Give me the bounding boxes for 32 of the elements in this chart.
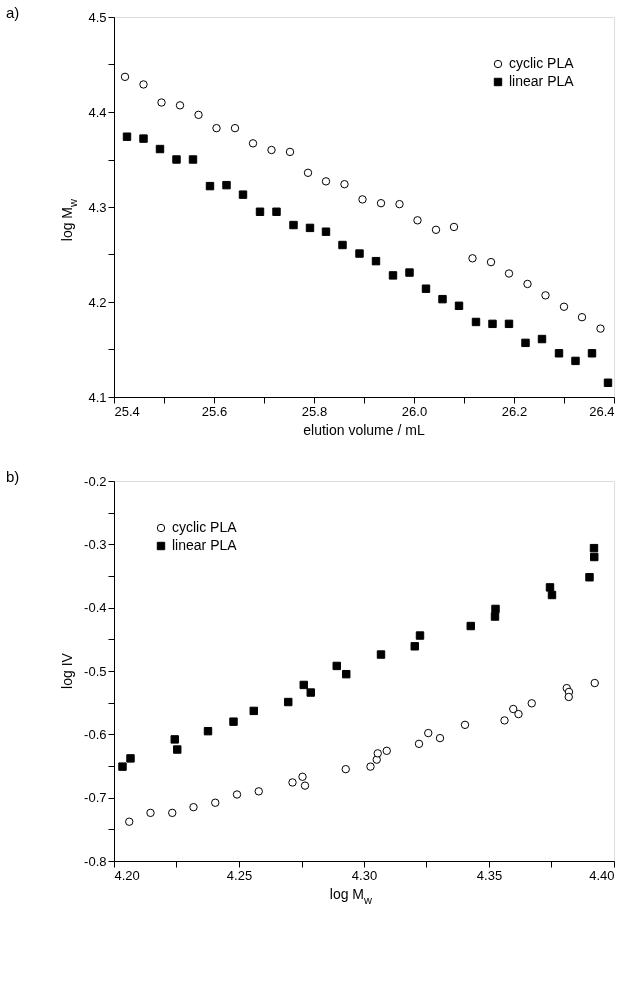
x-tick-label: 26.0	[401, 403, 428, 419]
y-tick-label: -0.6	[84, 726, 107, 742]
x-tick-label: 4.30	[351, 867, 378, 883]
x-axis-title: elution volume / mL	[303, 422, 425, 438]
y-axis-title: log IV	[59, 652, 75, 689]
y-tick-label: 4.4	[88, 104, 107, 120]
x-tick-label: 4.40	[589, 867, 615, 883]
x-tick-label: 4.20	[114, 867, 140, 883]
legend-label: cyclic PLA	[509, 55, 575, 71]
x-tick-label: 25.4	[114, 403, 140, 419]
y-tick-label: -0.8	[84, 853, 107, 869]
y-tick-label: 4.3	[88, 199, 107, 215]
y-tick-label: -0.2	[84, 473, 107, 489]
chart-title: b)	[6, 468, 20, 485]
x-tick-label: 4.35	[476, 867, 503, 883]
legend-label: linear PLA	[172, 537, 238, 553]
y-tick-label: -0.7	[84, 790, 107, 806]
legend-label: cyclic PLA	[172, 519, 238, 535]
x-tick-label: 26.4	[589, 403, 615, 419]
chart-title: a)	[6, 4, 20, 21]
x-tick-label: 4.25	[226, 867, 253, 883]
y-tick-label: 4.5	[88, 9, 107, 25]
y-tick-label: -0.3	[84, 536, 107, 552]
y-tick-label: 4.1	[88, 389, 107, 405]
legend-label: linear PLA	[509, 73, 575, 89]
x-tick-label: 26.2	[501, 403, 528, 419]
y-tick-label: 4.2	[88, 294, 107, 310]
y-tick-label: -0.5	[84, 663, 107, 679]
y-tick-label: -0.4	[84, 600, 107, 616]
x-tick-label: 25.8	[301, 403, 328, 419]
x-tick-label: 25.6	[201, 403, 228, 419]
y-axis-title: log Mw	[59, 199, 79, 242]
